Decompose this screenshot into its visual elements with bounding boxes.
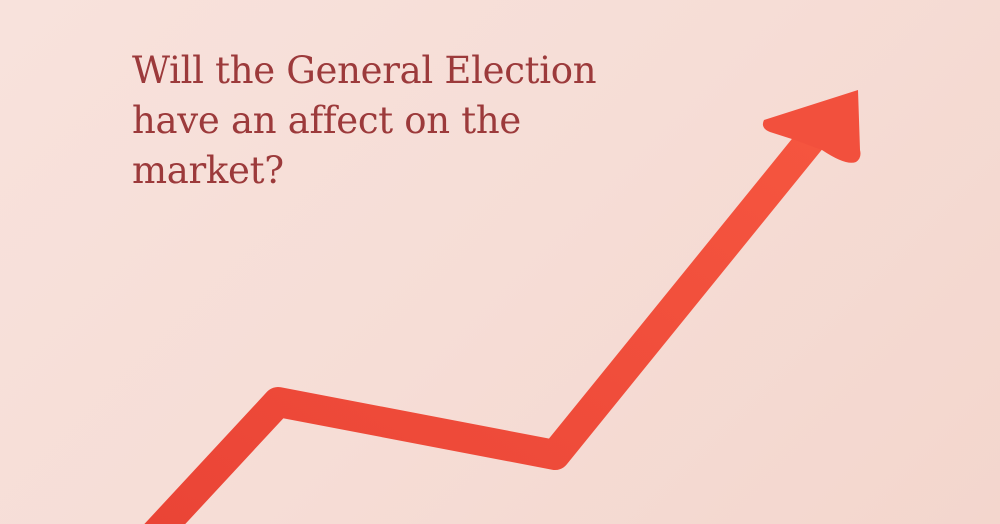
arrow-head xyxy=(762,90,861,163)
arrow-shaft xyxy=(144,128,824,524)
headline-line: have an affect on the xyxy=(132,99,521,142)
headline-line: Will the General Election xyxy=(132,49,597,92)
headline-line: market? xyxy=(132,149,284,192)
headline: Will the General Election have an affect… xyxy=(132,46,597,196)
